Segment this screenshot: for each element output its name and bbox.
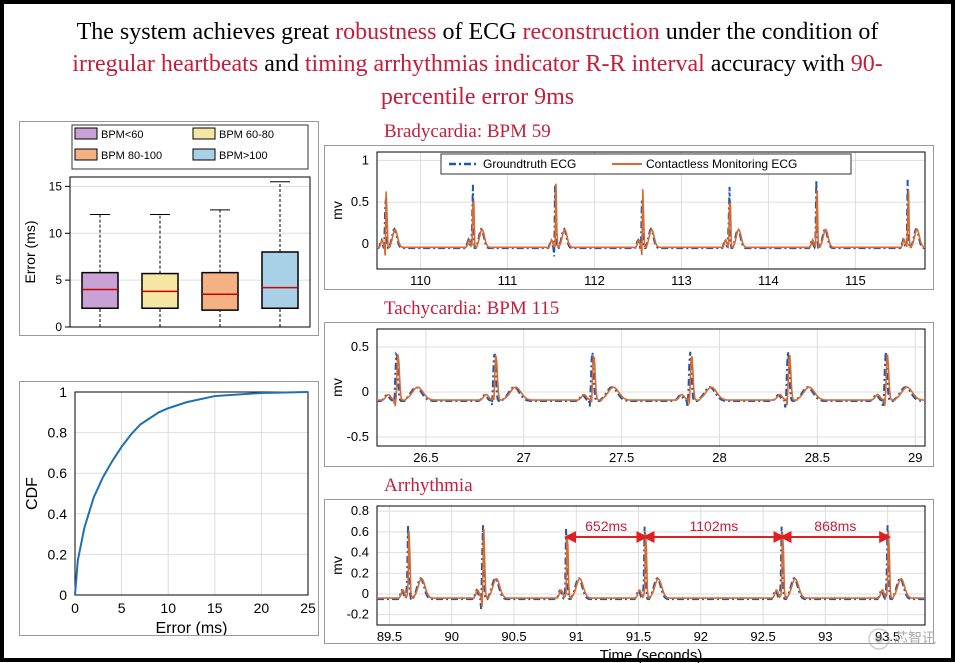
- svg-text:0: 0: [362, 585, 369, 600]
- svg-text:BPM<60: BPM<60: [101, 129, 144, 141]
- svg-text:mv: mv: [329, 378, 345, 397]
- svg-text:Time (seconds): Time (seconds): [600, 647, 703, 663]
- svg-text:90: 90: [444, 629, 458, 644]
- svg-text:0.8: 0.8: [48, 425, 68, 441]
- svg-text:-0.2: -0.2: [347, 606, 369, 621]
- svg-text:mv: mv: [329, 556, 345, 575]
- svg-text:BPM>100: BPM>100: [219, 150, 268, 162]
- svg-text:27.5: 27.5: [609, 450, 634, 465]
- svg-text:29: 29: [908, 450, 922, 465]
- title: The system achieves great robustness of …: [4, 4, 951, 121]
- svg-text:15: 15: [49, 180, 63, 194]
- svg-text:92: 92: [694, 629, 708, 644]
- svg-text:0: 0: [71, 600, 79, 616]
- svg-text:0.6: 0.6: [48, 465, 68, 481]
- svg-text:5: 5: [55, 273, 62, 287]
- svg-text:1: 1: [59, 384, 67, 400]
- ecg-tachycardia: Tachycardia: BPM 115 26.52727.52828.529-…: [324, 298, 934, 475]
- svg-text:0.8: 0.8: [351, 503, 369, 518]
- svg-text:92.5: 92.5: [750, 629, 775, 644]
- svg-text:113: 113: [671, 273, 692, 288]
- svg-text:652ms: 652ms: [585, 518, 627, 534]
- svg-text:10: 10: [49, 226, 63, 240]
- svg-text:25: 25: [300, 600, 316, 616]
- svg-text:0.5: 0.5: [351, 339, 369, 354]
- svg-text:91: 91: [569, 629, 583, 644]
- svg-text:-0.5: -0.5: [347, 429, 369, 444]
- svg-text:Groundtruth ECG: Groundtruth ECG: [483, 157, 576, 171]
- svg-text:0.2: 0.2: [48, 547, 68, 563]
- svg-text:Error (ms): Error (ms): [156, 620, 228, 635]
- boxplot-chart: 0 5 10 15 Error (ms) BPM<60 BPM 60-80 BPM 80-10…: [19, 121, 319, 336]
- svg-text:28.5: 28.5: [805, 450, 830, 465]
- svg-text:90.5: 90.5: [501, 629, 526, 644]
- svg-text:BPM 80-100: BPM 80-100: [101, 150, 162, 162]
- watermark-text: 芯智讯: [868, 628, 936, 650]
- svg-text:93: 93: [818, 629, 832, 644]
- svg-text:0.4: 0.4: [48, 506, 68, 522]
- ecg-arrhythmia: Arrhythmia 89.59090.59191.59292.59393.5-…: [324, 475, 934, 652]
- svg-text:CDF: CDF: [24, 477, 41, 510]
- svg-text:10: 10: [160, 600, 176, 616]
- cdf-chart: 0 5 10 15 20 25 0 0.2 0.4 0.6 0.8 1 Error (ms) CDF: [19, 381, 319, 636]
- svg-text:1102ms: 1102ms: [690, 518, 739, 534]
- svg-text:Contactless Monitoring ECG: Contactless Monitoring ECG: [646, 157, 797, 171]
- svg-text:110: 110: [410, 273, 431, 288]
- svg-text:0.5: 0.5: [351, 194, 369, 209]
- svg-text:15: 15: [207, 600, 223, 616]
- svg-text:112: 112: [584, 273, 605, 288]
- svg-text:20: 20: [254, 600, 270, 616]
- svg-text:0: 0: [59, 587, 67, 603]
- svg-text:1: 1: [362, 153, 369, 168]
- ecg-bradycardia: Bradycardia: BPM 59 11011111211311411500…: [324, 121, 934, 298]
- svg-text:5: 5: [118, 600, 126, 616]
- svg-text:0: 0: [362, 384, 369, 399]
- svg-text:115: 115: [845, 273, 866, 288]
- svg-text:0.4: 0.4: [351, 544, 369, 559]
- svg-text:868ms: 868ms: [814, 518, 856, 534]
- svg-text:0.6: 0.6: [351, 523, 369, 538]
- svg-text:26.5: 26.5: [413, 450, 438, 465]
- svg-text:mv: mv: [329, 201, 345, 220]
- svg-text:114: 114: [758, 273, 779, 288]
- svg-text:89.5: 89.5: [377, 629, 402, 644]
- svg-text:27: 27: [517, 450, 531, 465]
- svg-text:28: 28: [712, 450, 726, 465]
- svg-text:0: 0: [55, 320, 62, 334]
- svg-text:91.5: 91.5: [626, 629, 651, 644]
- svg-text:Error (ms): Error (ms): [22, 221, 38, 284]
- svg-text:0.2: 0.2: [351, 565, 369, 580]
- svg-text:0: 0: [362, 236, 369, 251]
- svg-text:BPM 60-80: BPM 60-80: [219, 129, 274, 141]
- svg-text:111: 111: [498, 273, 518, 288]
